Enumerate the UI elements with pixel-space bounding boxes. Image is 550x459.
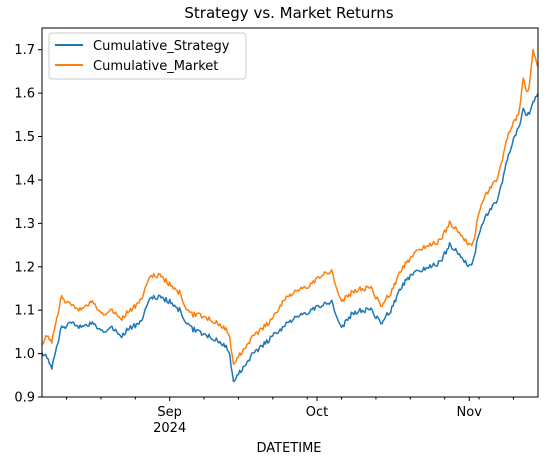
y-tick-label: 1.1 [14,304,35,319]
plot-frame [41,27,539,398]
series-layer [41,48,539,383]
y-tick-label: 1.3 [14,217,35,232]
y-tick-label: 1.2 [14,260,35,275]
y-tick-label: 1.7 [14,43,35,58]
chart-title: Strategy vs. Market Returns [184,4,393,22]
y-tick-label: 1.6 [14,87,35,102]
legend: Cumulative_Strategy Cumulative_Market [48,32,247,80]
x-axis-label: DATETIME [256,441,321,456]
x-tick-label: Oct [306,405,328,420]
legend-label-market: Cumulative_Market [93,59,218,74]
y-tick-label: 0.9 [14,391,35,406]
series-line-cumulative-market [41,48,539,365]
legend-label-strategy: Cumulative_Strategy [93,39,230,54]
y-tick-label: 1.5 [14,130,35,145]
y-tick-label: 1.4 [14,173,35,188]
y-tick-label: 1.0 [14,347,35,362]
x-tick-label: Sep [157,405,182,420]
legend-box [48,32,247,80]
series-line-cumulative-strategy [41,92,539,383]
x-tick-sublabel: 2024 [153,421,186,436]
x-tick-label: Nov [457,405,483,420]
